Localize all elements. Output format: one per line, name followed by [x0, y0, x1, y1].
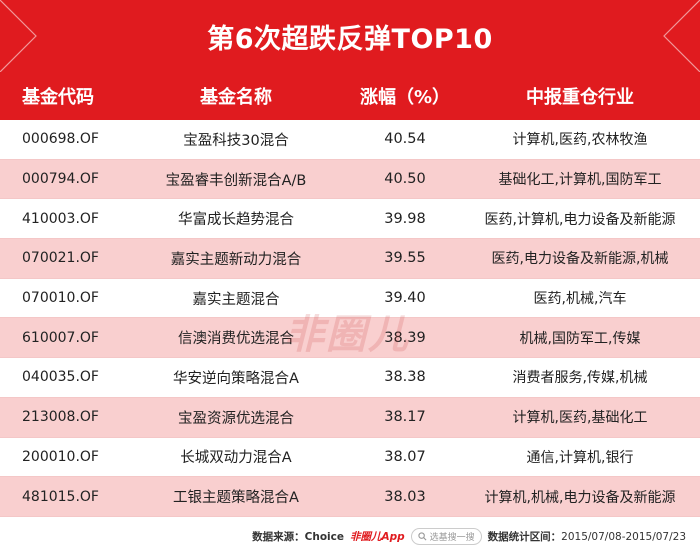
- fund-code: 213008.OF: [22, 409, 99, 426]
- header-code: 基金代码: [22, 87, 94, 108]
- header-name: 基金名称: [200, 87, 272, 108]
- table-row: 070010.OF 嘉实主题混合 39.40 医药,机械,汽车: [0, 279, 700, 319]
- fund-name: 宝盈科技30混合: [183, 132, 289, 149]
- fund-code: 410003.OF: [22, 210, 99, 227]
- table-row: 481015.OF 工银主题策略混合A 38.03 计算机,机械,电力设备及新能…: [0, 477, 700, 517]
- app-logo-icon: 非圈儿App: [349, 530, 405, 543]
- table-row: 213008.OF 宝盈资源优选混合 38.17 计算机,医药,基础化工: [0, 397, 700, 438]
- search-placeholder: 选基搜一搜: [429, 532, 475, 543]
- fund-name: 长城双动力混合A: [180, 450, 292, 467]
- fund-name: 宝盈睿丰创新混合A/B: [165, 172, 307, 189]
- fund-pct: 38.07: [384, 448, 426, 465]
- period-value: 2015/07/08-2015/07/23: [561, 530, 686, 543]
- fund-industry: 计算机,医药,农林牧渔: [512, 132, 648, 149]
- fund-pct: 39.98: [384, 210, 426, 227]
- fund-pct: 38.39: [384, 329, 426, 346]
- fund-industry: 基础化工,计算机,国防军工: [498, 172, 662, 189]
- fund-industry: 通信,计算机,银行: [526, 449, 634, 466]
- fund-industry: 消费者服务,传媒,机械: [512, 370, 648, 387]
- title-banner: 第6次超跌反弹TOP10: [0, 0, 700, 72]
- source-value: Choice: [304, 530, 344, 543]
- banner-decoration: [0, 0, 700, 72]
- fund-name: 工银主题策略混合A: [173, 490, 299, 507]
- fund-pct: 38.17: [384, 409, 426, 426]
- fund-name: 嘉实主题混合: [192, 291, 280, 308]
- table-row: 200010.OF 长城双动力混合A 38.07 通信,计算机,银行: [0, 438, 700, 478]
- search-icon: [418, 531, 427, 540]
- fund-industry: 计算机,医药,基础化工: [512, 410, 648, 427]
- fund-industry: 计算机,机械,电力设备及新能源: [484, 489, 676, 506]
- source-label: 数据来源：: [252, 530, 305, 543]
- fund-code: 000794.OF: [22, 171, 99, 188]
- table-header: 基金代码 基金名称 涨幅（%） 中报重仓行业: [0, 72, 700, 120]
- fund-name: 宝盈资源优选混合: [178, 410, 294, 427]
- fund-pct: 38.38: [384, 369, 426, 386]
- page-title: 第6次超跌反弹TOP10: [207, 23, 493, 55]
- fund-code: 070010.OF: [22, 290, 99, 307]
- fund-code: 481015.OF: [22, 488, 99, 505]
- fund-industry: 医药,计算机,电力设备及新能源: [484, 211, 676, 228]
- header-industry: 中报重仓行业: [526, 87, 634, 108]
- table-row: 000698.OF 宝盈科技30混合 40.54 计算机,医药,农林牧渔: [0, 120, 700, 160]
- fund-code: 070021.OF: [22, 250, 99, 267]
- table-row: 040035.OF 华安逆向策略混合A 38.38 消费者服务,传媒,机械: [0, 358, 700, 398]
- fund-name: 华安逆向策略混合A: [173, 370, 299, 387]
- table-body: 000698.OF 宝盈科技30混合 40.54 计算机,医药,农林牧渔 000…: [0, 120, 700, 517]
- fund-pct: 40.50: [384, 171, 426, 188]
- fund-code: 610007.OF: [22, 329, 99, 346]
- table-row: 610007.OF 信澳消费优选混合 38.39 机械,国防军工,传媒: [0, 318, 700, 359]
- fund-name: 信澳消费优选混合: [178, 331, 294, 348]
- fund-code: 200010.OF: [22, 448, 99, 465]
- table-row: 070021.OF 嘉实主题新动力混合 39.55 医药,电力设备及新能源,机械: [0, 239, 700, 279]
- header-pct: 涨幅（%）: [359, 87, 451, 108]
- fund-pct: 40.54: [384, 131, 426, 148]
- fund-name: 华富成长趋势混合: [178, 212, 294, 229]
- fund-name: 嘉实主题新动力混合: [170, 251, 302, 268]
- fund-pct: 39.55: [384, 250, 426, 267]
- period-label: 数据统计区间：: [487, 530, 562, 543]
- table-row: 410003.OF 华富成长趋势混合 39.98 医药,计算机,电力设备及新能源: [0, 199, 700, 240]
- fund-pct: 39.40: [384, 290, 426, 307]
- fund-industry: 医药,电力设备及新能源,机械: [491, 251, 669, 268]
- fund-industry: 机械,国防军工,传媒: [519, 330, 641, 347]
- table-row: 000794.OF 宝盈睿丰创新混合A/B 40.50 基础化工,计算机,国防军…: [0, 159, 700, 200]
- fund-code: 040035.OF: [22, 369, 99, 386]
- fund-industry: 医药,机械,汽车: [533, 291, 627, 308]
- fund-code: 000698.OF: [22, 131, 99, 148]
- source-text: 数据来源：Choice: [252, 529, 344, 544]
- fund-pct: 38.03: [384, 488, 426, 505]
- search-pill[interactable]: 选基搜一搜: [410, 527, 482, 545]
- footer: 数据来源：Choice 非圈儿App 选基搜一搜 数据统计区间：2015/07/…: [0, 519, 700, 553]
- period-text: 数据统计区间：2015/07/08-2015/07/23: [488, 529, 686, 544]
